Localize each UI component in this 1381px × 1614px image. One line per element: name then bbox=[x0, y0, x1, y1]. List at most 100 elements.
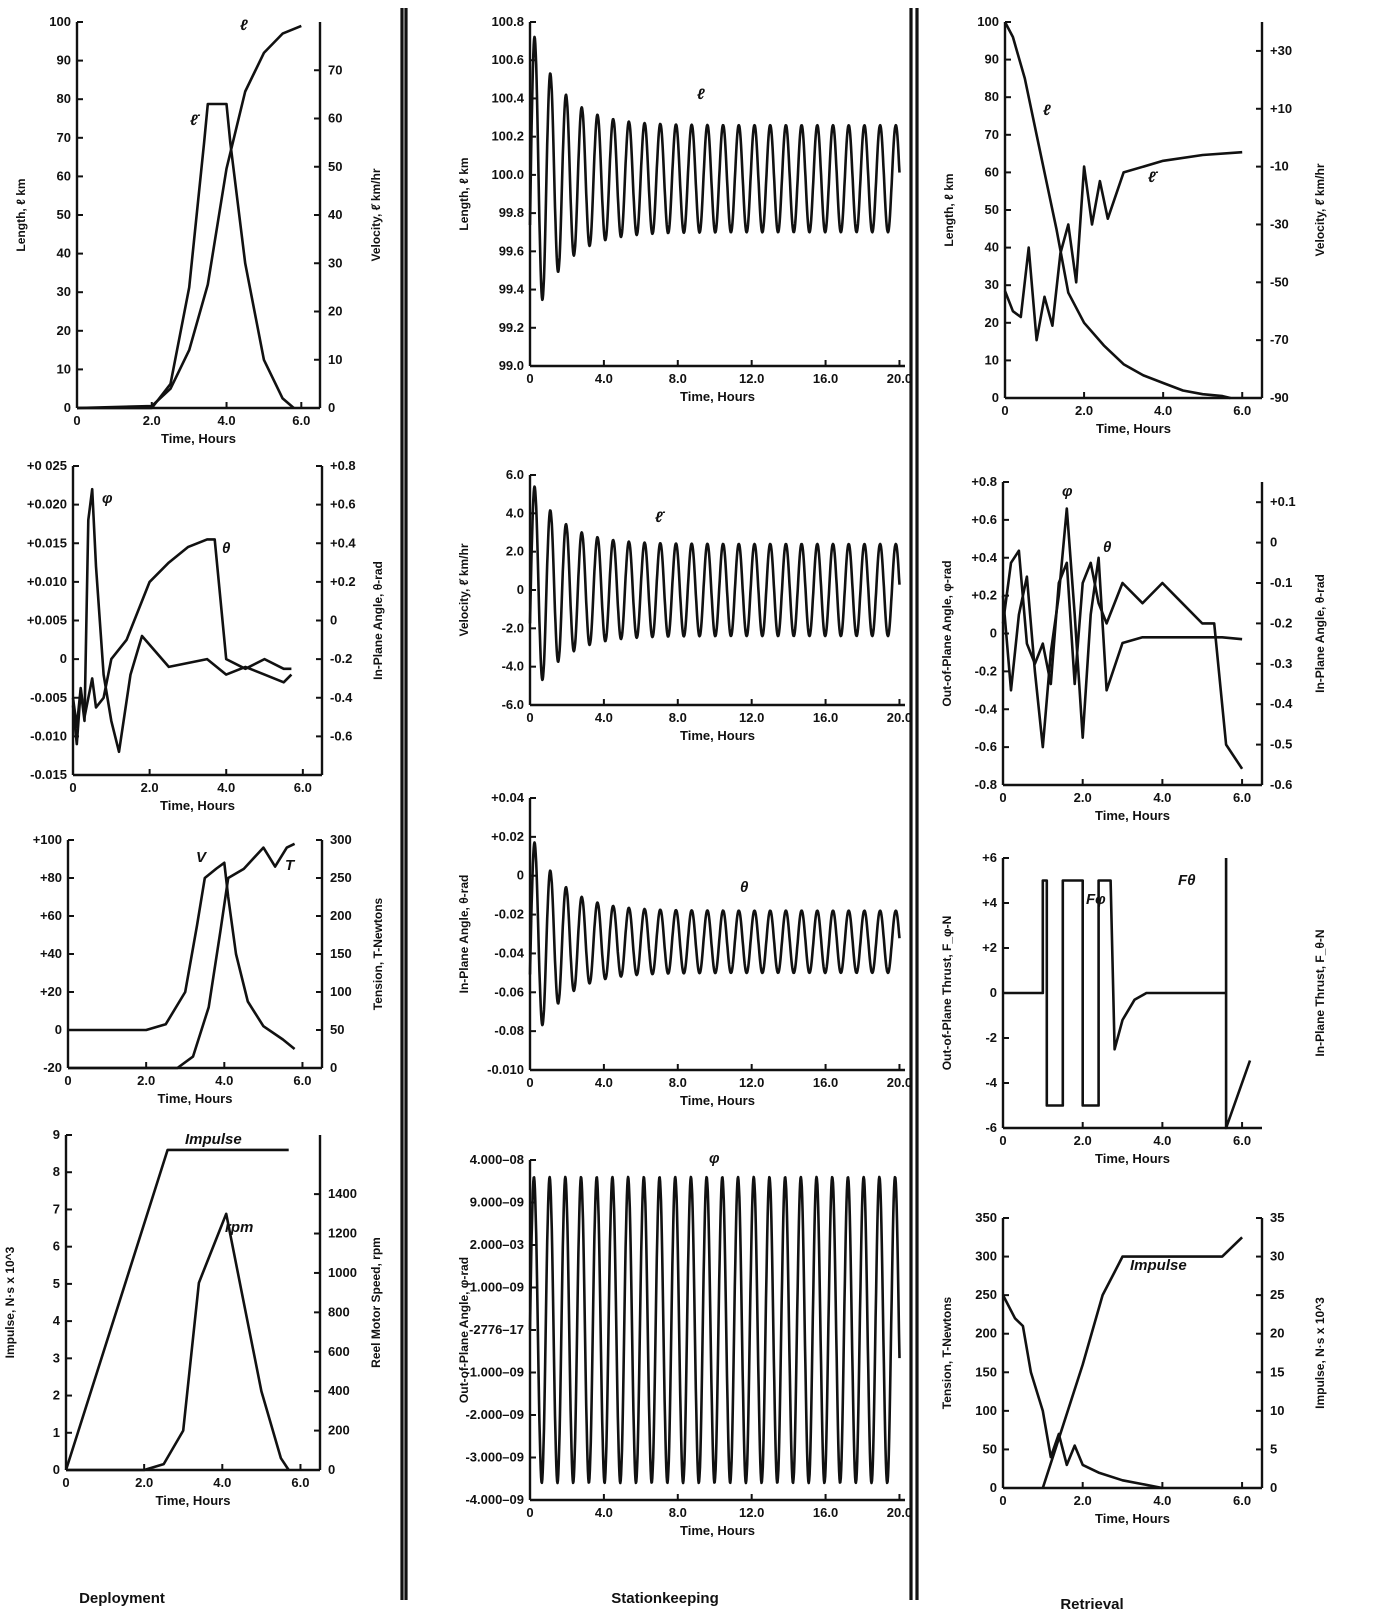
chart-dep_angles: 0 2.0 4.0 6.0 Time, Hours -0.015 -0.010 -0.005 0… bbox=[27, 458, 385, 813]
y2-tick-label: -70 bbox=[1270, 332, 1289, 347]
y-axis-label: Out-of-Plane Angle, φ-rad bbox=[940, 560, 954, 706]
y-tick-label: 0 bbox=[990, 1480, 997, 1495]
y2-axis-label: In-Plane Angle, θ-rad bbox=[1313, 574, 1327, 693]
y-tick-label: 8 bbox=[53, 1164, 60, 1179]
x-tick-label: 4.0 bbox=[1153, 790, 1171, 805]
y2-tick-label: 35 bbox=[1270, 1210, 1284, 1225]
series-label: rpm bbox=[225, 1219, 253, 1236]
y2-tick-label: 1200 bbox=[328, 1226, 357, 1241]
x-tick-label: 8.0 bbox=[669, 710, 687, 725]
y-tick-label: -4.0 bbox=[502, 659, 524, 674]
x-tick-label: 16.0 bbox=[813, 371, 838, 386]
series-line-0 bbox=[528, 485, 901, 682]
y-tick-label: +0.8 bbox=[971, 474, 997, 489]
x-axis-label: Time, Hours bbox=[1095, 1151, 1170, 1166]
column-title-stationkeeping: Stationkeeping bbox=[611, 1590, 719, 1607]
y2-tick-label: -0.3 bbox=[1270, 656, 1292, 671]
x-axis-label: Time, Hours bbox=[680, 728, 755, 743]
x-tick-label: 6.0 bbox=[1233, 790, 1251, 805]
series-line-0 bbox=[68, 861, 296, 1051]
y-tick-label: -0.02 bbox=[494, 907, 524, 922]
y-tick-label: 99.2 bbox=[499, 320, 524, 335]
x-tick-label: 4.0 bbox=[217, 780, 235, 795]
x-tick-label: 20.0 bbox=[887, 1505, 912, 1520]
y2-tick-label: +0.6 bbox=[330, 497, 356, 512]
y-tick-label: -0.06 bbox=[494, 984, 524, 999]
y2-axis-label: Reel Motor Speed, rpm bbox=[369, 1237, 383, 1368]
y-tick-label: +0.6 bbox=[971, 512, 997, 527]
y-tick-label: -6.0 bbox=[502, 697, 524, 712]
y2-tick-label: 30 bbox=[328, 255, 342, 270]
y2-tick-label: 0 bbox=[330, 1060, 337, 1075]
x-tick-label: 2.0 bbox=[1074, 790, 1092, 805]
y-tick-label: 99.0 bbox=[499, 358, 524, 373]
series-label: θ bbox=[1103, 539, 1112, 556]
y2-tick-label: 200 bbox=[330, 908, 352, 923]
y2-tick-label: 50 bbox=[328, 159, 342, 174]
y2-tick-label: +10 bbox=[1270, 101, 1292, 116]
y-tick-label: 4.0 bbox=[506, 505, 524, 520]
y-tick-label: 5 bbox=[53, 1276, 60, 1291]
chart-ret_thrust: 0 2.0 4.0 6.0 Time, Hours -6 -4 -2 0 +2 +4 +6 Out-of… bbox=[940, 850, 1327, 1166]
y-tick-label: 80 bbox=[985, 89, 999, 104]
x-tick-label: 2.0 bbox=[141, 780, 159, 795]
y-tick-label: 0 bbox=[517, 582, 524, 597]
x-tick-label: 16.0 bbox=[813, 1075, 838, 1090]
y2-tick-label: -0.2 bbox=[1270, 615, 1292, 630]
y2-axis-label: In-Plane Angle, θ-rad bbox=[371, 561, 385, 680]
x-axis-label: Time, Hours bbox=[680, 389, 755, 404]
y-tick-label: 50 bbox=[985, 202, 999, 217]
x-tick-label: 4.0 bbox=[215, 1073, 233, 1088]
y-tick-label: 0 bbox=[60, 651, 67, 666]
y2-tick-label: 1000 bbox=[328, 1265, 357, 1280]
y2-tick-label: 40 bbox=[328, 207, 342, 222]
y-tick-label: 200 bbox=[975, 1326, 997, 1341]
column-dividers bbox=[400, 8, 919, 1600]
y-tick-label: 7 bbox=[53, 1201, 60, 1216]
y-tick-label: 70 bbox=[985, 127, 999, 142]
y-tick-label: +0 025 bbox=[27, 458, 67, 473]
x-tick-label: 4.0 bbox=[1153, 1133, 1171, 1148]
series-label: ℓ̇ bbox=[190, 112, 201, 129]
y-tick-label: 50 bbox=[983, 1441, 997, 1456]
y-tick-label: 3 bbox=[53, 1350, 60, 1365]
x-tick-label: 0 bbox=[526, 1505, 533, 1520]
x-tick-label: 0 bbox=[526, 710, 533, 725]
chart-sk_velocity: 0 4.0 8.0 12.0 16.0 20.0 Time, Hours -6.0 -4.0 -2… bbox=[457, 467, 912, 743]
y-axis-label: Tension, T-Newtons bbox=[940, 1296, 954, 1409]
y-tick-label: -20 bbox=[43, 1060, 62, 1075]
y-tick-label: +0.4 bbox=[971, 550, 997, 565]
x-tick-label: 2.0 bbox=[135, 1475, 153, 1490]
y2-tick-label: 30 bbox=[1270, 1249, 1284, 1264]
y2-tick-label: 10 bbox=[328, 352, 342, 367]
y-tick-label: +60 bbox=[40, 908, 62, 923]
x-tick-label: 4.0 bbox=[1154, 403, 1172, 418]
y-tick-label: 300 bbox=[975, 1249, 997, 1264]
y-tick-label: +0.020 bbox=[27, 497, 67, 512]
y-tick-label: +100 bbox=[33, 832, 62, 847]
y-tick-label: -1.000–09 bbox=[465, 1365, 524, 1380]
y-tick-label: -0.4 bbox=[975, 701, 998, 716]
y2-tick-label: -0.6 bbox=[1270, 777, 1292, 792]
y-tick-label: 0 bbox=[517, 868, 524, 883]
x-tick-label: 0 bbox=[526, 1075, 533, 1090]
y-tick-label: -2.0 bbox=[502, 620, 524, 635]
x-axis-label: Time, Hours bbox=[680, 1093, 755, 1108]
y-tick-label: 9 bbox=[53, 1127, 60, 1142]
y-tick-label: -0.04 bbox=[494, 945, 524, 960]
y-tick-label: 100.8 bbox=[491, 14, 524, 29]
y-tick-label: +0.005 bbox=[27, 613, 67, 628]
y-tick-label: 100 bbox=[49, 14, 71, 29]
y-tick-label: 2 bbox=[53, 1388, 60, 1403]
y-tick-label: 100.2 bbox=[491, 129, 524, 144]
x-tick-label: 0 bbox=[73, 413, 80, 428]
y-tick-label: 10 bbox=[57, 361, 71, 376]
x-tick-label: 8.0 bbox=[669, 1075, 687, 1090]
x-tick-label: 16.0 bbox=[813, 710, 838, 725]
y-tick-label: 100.0 bbox=[491, 167, 524, 182]
series-line-0 bbox=[1003, 21, 1231, 400]
chart-dep_impulse: 0 2.0 4.0 6.0 Time, Hours 0 1 2 3 4 5 6 7 8 9 Impulse, … bbox=[3, 1127, 383, 1508]
y-tick-label: 80 bbox=[57, 91, 71, 106]
y-tick-label: 40 bbox=[985, 240, 999, 255]
